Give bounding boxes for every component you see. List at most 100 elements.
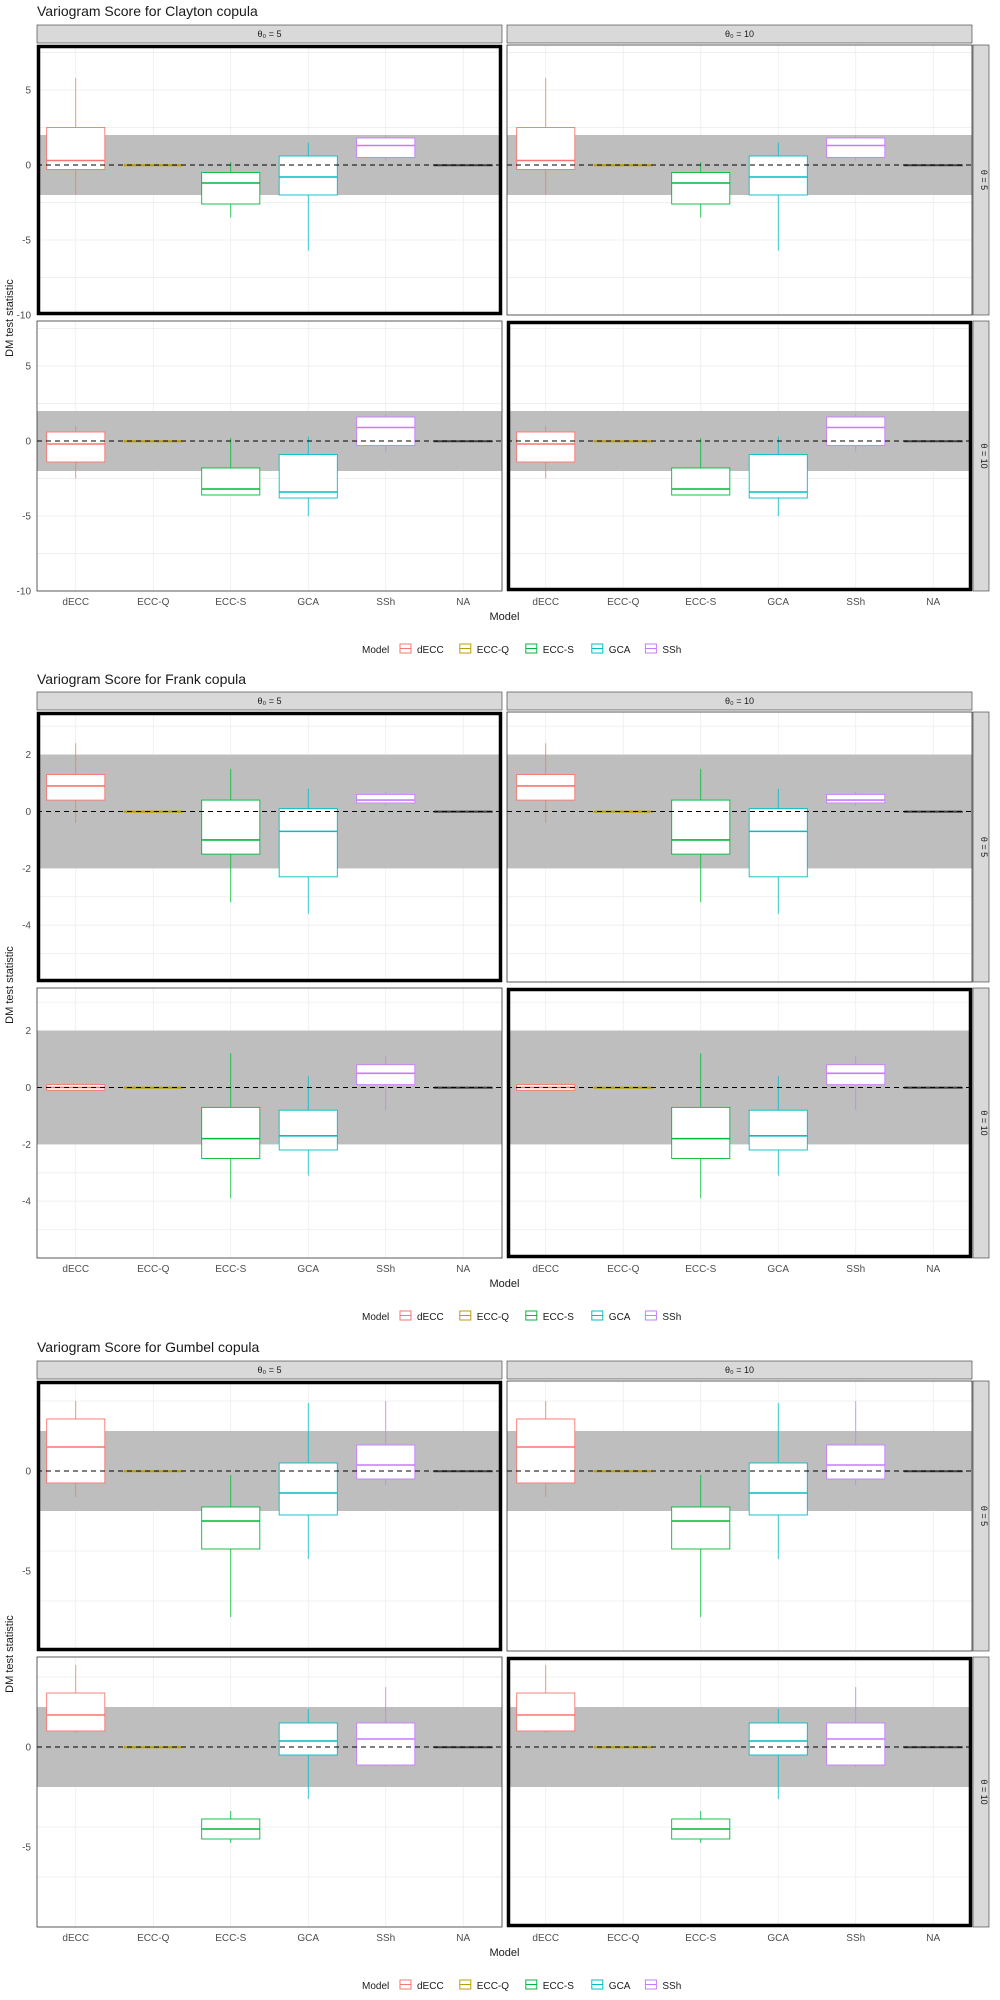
y-axis-label: DM test statistic: [4, 279, 16, 357]
box-body: [748, 1109, 808, 1151]
significance-band: [507, 754, 972, 869]
panel-border: [36, 987, 503, 1259]
x-tick-label: dECC: [532, 1264, 559, 1275]
column-strip-label: θ₀ = 5: [257, 29, 281, 39]
x-tick-label: ECC-Q: [137, 597, 169, 608]
y-tick-label: -2: [22, 864, 31, 875]
box-body: [516, 1418, 576, 1484]
x-tick-label: GCA: [767, 1933, 789, 1944]
box-SSh: [826, 135, 886, 161]
x-axis-label: Model: [490, 611, 520, 623]
legend-title: Model: [362, 1981, 389, 1992]
panel: [506, 44, 973, 316]
x-tick-label: ECC-Q: [607, 597, 639, 608]
panel-border: [36, 1656, 503, 1928]
box-body: [826, 1064, 886, 1086]
box-GCA: [278, 788, 338, 914]
box-ECC-S: [201, 1811, 261, 1843]
x-tick-label: GCA: [767, 1264, 789, 1275]
panel: [506, 1380, 973, 1652]
box-body: [46, 1418, 106, 1484]
panel-highlight-border: [506, 320, 973, 592]
box-body: [46, 1692, 106, 1732]
panel: dECC ECC-Q ECC-S GCA SSh NA: [36, 320, 503, 608]
significance-band: [507, 411, 972, 471]
x-tick-label: dECC: [532, 1933, 559, 1944]
significance-band: [37, 1030, 502, 1145]
panel-border: [506, 711, 973, 983]
legend-item-label: ECC-Q: [477, 645, 509, 656]
box-dECC: [516, 426, 576, 479]
significance-band: [507, 1030, 972, 1145]
y-tick-label: 2: [25, 1026, 31, 1037]
box-ECC-S: [671, 162, 731, 218]
box-dECC: [516, 78, 576, 195]
x-tick-label: ECC-Q: [137, 1933, 169, 1944]
box-dECC: [46, 1665, 106, 1733]
x-tick-label: NA: [456, 1933, 470, 1944]
box-body: [278, 1462, 338, 1516]
panel: [36, 44, 503, 316]
x-tick-label: ECC-Q: [607, 1264, 639, 1275]
y-tick-label: -2: [22, 1140, 31, 1151]
box-ECC-S: [201, 1475, 261, 1617]
x-tick-label: NA: [456, 1264, 470, 1275]
row-strip: [972, 1656, 990, 1928]
box-body: [356, 137, 416, 158]
box-GCA: [278, 1709, 338, 1799]
legend-item-label: dECC: [417, 1981, 444, 1992]
column-strip: [506, 1360, 973, 1380]
box-body: [516, 774, 576, 801]
y-tick-label: 0: [25, 1743, 31, 1754]
legend-item-label: SSh: [662, 1981, 681, 1992]
panel: [36, 711, 503, 983]
x-tick-label: ECC-S: [685, 1264, 716, 1275]
box-SSh: [826, 791, 886, 806]
significance-band: [37, 754, 502, 869]
box-body: [748, 1722, 808, 1756]
box-body: [748, 1462, 808, 1516]
x-tick-label: ECC-S: [215, 597, 246, 608]
row-strip: [972, 1380, 990, 1652]
x-tick-label: ECC-S: [685, 597, 716, 608]
box-body: [46, 127, 106, 170]
x-tick-label: ECC-S: [215, 1264, 246, 1275]
box-dECC: [516, 743, 576, 823]
significance-band: [507, 1707, 972, 1787]
box-body: [356, 1722, 416, 1766]
legend: Model dECC ECC-Q ECC-S GCA SSh: [362, 643, 681, 656]
legend-item-label: ECC-Q: [477, 1312, 509, 1323]
box-GCA: [748, 1076, 808, 1176]
panel-border: [506, 44, 973, 316]
box-body: [671, 172, 731, 205]
box-body: [826, 1722, 886, 1766]
row-strip: [972, 987, 990, 1259]
x-tick-label: SSh: [846, 597, 865, 608]
legend-item-label: dECC: [417, 1312, 444, 1323]
box-ECC-S: [201, 162, 261, 218]
box-body: [356, 416, 416, 446]
y-tick-label: 2: [25, 750, 31, 761]
box-ECC-S: [671, 1811, 731, 1843]
box-GCA: [278, 142, 338, 251]
legend: Model dECC ECC-Q ECC-S GCA SSh: [362, 1979, 681, 1992]
panel-border: [36, 320, 503, 592]
box-SSh: [356, 1687, 416, 1767]
box-SSh: [356, 1056, 416, 1111]
box-dECC: [46, 78, 106, 195]
x-axis-label: Model: [490, 1278, 520, 1290]
chart-title: Variogram Score for Clayton copula: [37, 3, 258, 19]
legend-title: Model: [362, 645, 389, 656]
box-SSh: [826, 1056, 886, 1111]
box-SSh: [356, 1401, 416, 1485]
chart-block-0: Variogram Score for Clayton copula θ₀ = 5…: [4, 3, 990, 656]
panel: dECC ECC-Q ECC-S GCA SSh NA: [506, 1656, 973, 1944]
box-ECC-S: [671, 768, 731, 903]
y-tick-label: -4: [22, 921, 31, 932]
box-SSh: [356, 791, 416, 806]
box-body: [826, 793, 886, 804]
x-tick-label: GCA: [297, 1264, 319, 1275]
box-GCA: [748, 436, 808, 516]
box-body: [516, 431, 576, 463]
